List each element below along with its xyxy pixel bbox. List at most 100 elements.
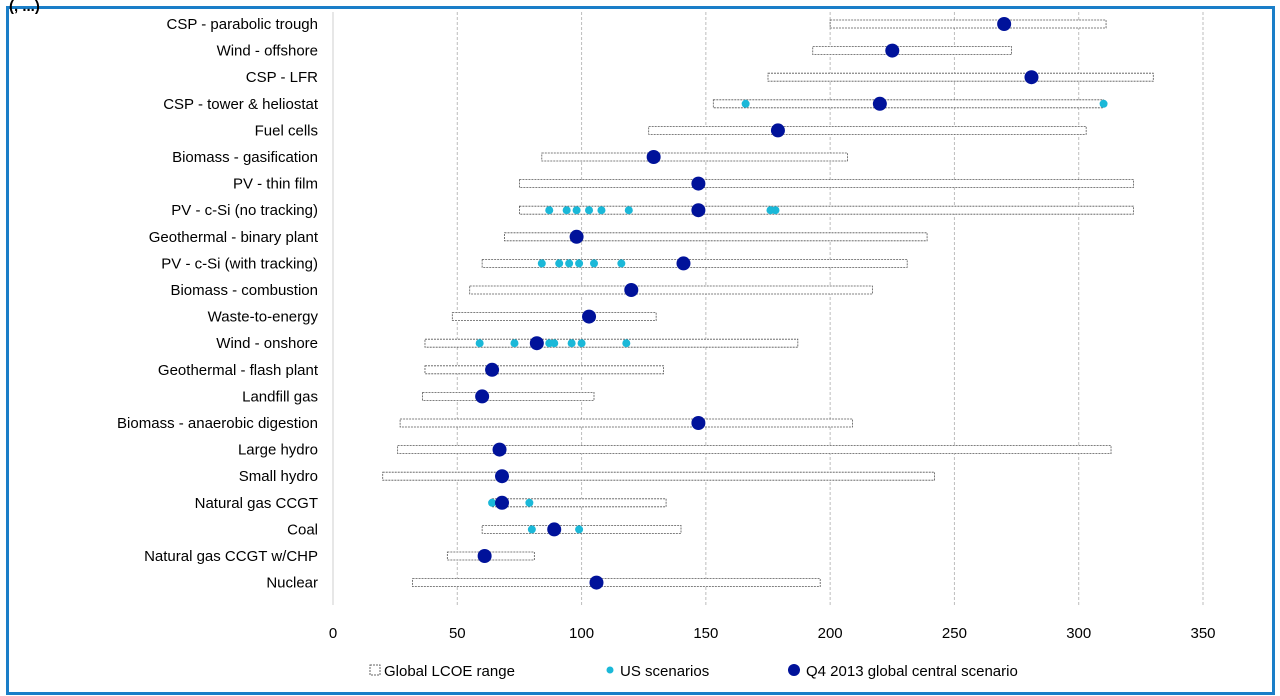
- us-scenario-point: [537, 259, 546, 268]
- us-scenario-point: [565, 259, 574, 268]
- us-scenario-point: [771, 206, 780, 215]
- us-scenario-point: [555, 259, 564, 268]
- range-bar: [519, 205, 1134, 215]
- central-scenario-point: [589, 575, 604, 590]
- central-scenario-point: [547, 522, 562, 537]
- category-label: Natural gas CCGT: [195, 495, 318, 512]
- category-label: Waste-to-energy: [208, 309, 319, 326]
- category-label: Biomass - gasification: [172, 149, 318, 166]
- category-label: Landfill gas: [242, 388, 318, 405]
- legend-range-label: Global LCOE range: [384, 663, 515, 680]
- x-tick-label: 250: [942, 625, 967, 642]
- us-scenario-point: [575, 259, 584, 268]
- central-scenario-point: [691, 416, 706, 430]
- legend-us-swatch: [606, 666, 614, 674]
- category-label: PV - thin film: [233, 176, 318, 193]
- category-label: CSP - tower & heliostat: [163, 96, 319, 113]
- us-scenario-point: [510, 339, 519, 348]
- category-label: Geothermal - flash plant: [158, 362, 319, 379]
- central-scenario-point: [885, 43, 900, 58]
- us-scenario-point: [527, 525, 536, 534]
- central-scenario-point: [691, 176, 706, 191]
- range-bar: [422, 391, 595, 401]
- x-tick-labels: 0 50 100 150 200 250 300 350: [329, 625, 1216, 642]
- range-bar: [648, 126, 1087, 135]
- us-scenario-point: [562, 206, 571, 215]
- range-bar: [412, 578, 821, 587]
- category-label: Geothermal - binary plant: [149, 229, 319, 246]
- range-bar: [829, 19, 1107, 29]
- legend-us-label: US scenarios: [620, 663, 709, 680]
- central-scenario-point: [485, 362, 500, 377]
- us-scenario-point: [624, 206, 633, 215]
- range-bar: [451, 312, 657, 322]
- us-scenario-point: [1099, 99, 1108, 108]
- us-scenario-point: [585, 206, 594, 215]
- range-bar: [541, 152, 848, 162]
- range-bar: [424, 338, 799, 348]
- central-scenario-point: [477, 549, 492, 563]
- category-label: Wind - onshore: [216, 335, 318, 352]
- category-label: Wind - offshore: [217, 43, 318, 60]
- central-scenario-point: [569, 229, 584, 244]
- x-tick-label: 300: [1066, 625, 1091, 642]
- range-bar: [399, 418, 853, 428]
- x-tick-label: 0: [329, 625, 337, 642]
- x-tick-label: 350: [1190, 625, 1215, 642]
- us-scenario-point: [545, 206, 554, 215]
- us-scenario-point: [525, 498, 534, 507]
- range-bar: [491, 498, 667, 508]
- category-label: CSP - LFR: [246, 69, 318, 86]
- range-bar: [424, 365, 665, 375]
- central-scenario-point: [492, 442, 507, 457]
- category-label: Coal: [287, 521, 318, 538]
- central-scenario-point: [475, 389, 490, 404]
- central-scenario-point: [529, 336, 544, 351]
- central-scenario-point: [495, 469, 510, 484]
- legend-central-label: Q4 2013 global central scenario: [806, 663, 1018, 680]
- us-scenario-point: [617, 259, 626, 268]
- category-label: Fuel cells: [255, 122, 318, 139]
- us-scenario-point: [597, 206, 606, 215]
- central-scenario-point: [646, 150, 661, 164]
- x-tick-label: 50: [449, 625, 466, 642]
- x-tick-label: 200: [818, 625, 843, 642]
- central-scenario-point: [1024, 70, 1039, 85]
- us-scenario-point: [475, 339, 484, 348]
- central-scenario-point: [582, 309, 597, 324]
- central-scenario-point: [495, 495, 510, 510]
- us-scenario-point: [488, 498, 497, 507]
- us-scenario-point: [577, 339, 586, 348]
- us-scenario-point: [575, 525, 584, 534]
- category-label: Natural gas CCGT w/CHP: [144, 548, 318, 565]
- x-tick-label: 150: [693, 625, 718, 642]
- category-label: Biomass - combustion: [170, 282, 318, 299]
- category-label: PV - c-Si (with tracking): [161, 255, 318, 272]
- central-scenario-point: [997, 17, 1012, 31]
- category-label: CSP - parabolic trough: [167, 16, 318, 33]
- range-bar: [469, 285, 873, 295]
- range-bar: [397, 445, 1112, 455]
- us-scenario-point: [550, 339, 559, 348]
- category-label: Small hydro: [239, 468, 318, 485]
- us-scenario-point: [622, 339, 631, 348]
- category-label: Biomass - anaerobic digestion: [117, 415, 318, 432]
- central-scenario-point: [872, 96, 887, 111]
- range-bar: [712, 99, 1104, 109]
- x-tick-label: 100: [569, 625, 594, 642]
- us-scenario-point: [572, 206, 581, 215]
- category-labels: CSP - parabolic trough Wind - offshore CSP…: [117, 16, 319, 592]
- legend-central-swatch: [788, 664, 800, 676]
- legend-range-swatch: [369, 664, 381, 676]
- us-scenario-points: [475, 99, 1108, 534]
- central-scenario-point: [624, 283, 639, 297]
- central-scenario-points: [475, 17, 1039, 590]
- central-scenario-point: [691, 203, 706, 218]
- legend: Global LCOE range US scenarios Q4 2013 g…: [369, 663, 1018, 680]
- us-scenario-point: [590, 259, 598, 268]
- cropped-title: (, ...): [9, 0, 40, 15]
- category-label: Nuclear: [266, 575, 318, 592]
- range-bar: [519, 179, 1134, 189]
- us-scenario-point: [567, 339, 576, 348]
